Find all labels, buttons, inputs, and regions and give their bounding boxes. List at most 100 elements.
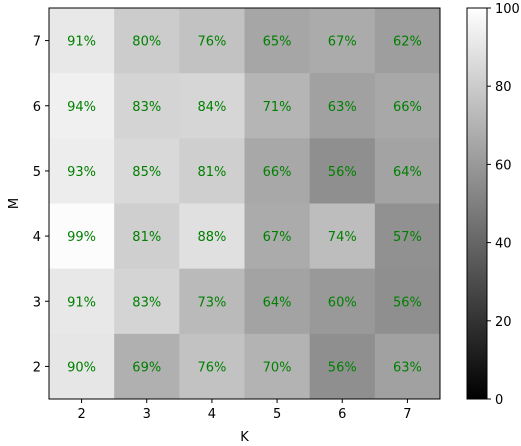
heatmap-cell xyxy=(49,333,115,400)
y-tick-label: 3 xyxy=(33,295,41,310)
cell-value-label: 74% xyxy=(328,230,357,245)
heatmap-cell xyxy=(49,73,115,139)
heatmap-cell xyxy=(244,333,311,400)
colorbar-tick-label: 0 xyxy=(495,393,503,408)
heatmap-cell xyxy=(49,8,115,74)
cell-value-label: 84% xyxy=(197,100,226,115)
heatmap-cell xyxy=(374,268,441,335)
cell-value-label: 67% xyxy=(263,230,292,245)
heatmap-cell xyxy=(244,8,311,74)
cell-value-label: 85% xyxy=(132,165,161,180)
cell-value-label: 76% xyxy=(197,360,226,375)
cell-value-label: 81% xyxy=(132,230,161,245)
y-axis-label: M xyxy=(7,198,22,209)
cell-value-label: 73% xyxy=(197,295,226,310)
x-axis-ticks: 2 3 4 5 6 7 xyxy=(77,399,412,422)
cell-value-label: 80% xyxy=(132,35,161,50)
heatmap-cell xyxy=(114,333,180,400)
plot-frame xyxy=(48,7,441,400)
cell-value-label: 64% xyxy=(263,295,292,310)
cell-value-label: 65% xyxy=(263,35,292,50)
heatmap-cell xyxy=(374,73,441,139)
cell-value-label: 63% xyxy=(393,360,422,375)
cell-value-label: 56% xyxy=(328,165,357,180)
cell-value-label: 91% xyxy=(67,295,96,310)
cell-value-label: 64% xyxy=(393,165,422,180)
x-tick-label: 5 xyxy=(273,407,281,422)
heatmap-cell xyxy=(179,73,245,139)
heatmap-cell xyxy=(374,333,441,400)
heatmap-cell xyxy=(179,268,245,335)
cell-value-label: 56% xyxy=(328,360,357,375)
heatmap-cell xyxy=(49,138,115,204)
cell-value-label: 60% xyxy=(328,295,357,310)
heatmap-cell xyxy=(179,333,245,400)
heatmap-cell xyxy=(179,203,245,270)
y-axis-ticks: 7 6 5 4 3 2 xyxy=(33,35,49,375)
cell-value-label: 99% xyxy=(67,230,96,245)
heatmap-cell xyxy=(309,268,376,335)
heatmap-cell xyxy=(374,8,441,74)
colorbar-tick-label: 100 xyxy=(495,2,520,17)
cell-value-label: 76% xyxy=(197,35,226,50)
cell-value-label: 83% xyxy=(132,295,161,310)
colorbar-tick-label: 20 xyxy=(495,315,512,330)
cell-value-label: 56% xyxy=(393,295,422,310)
y-tick-label: 2 xyxy=(33,360,41,375)
cell-value-label: 93% xyxy=(67,165,96,180)
heatmap-cells xyxy=(49,8,441,400)
x-tick-label: 7 xyxy=(403,407,411,422)
cell-value-label: 70% xyxy=(263,360,292,375)
colorbar-tick-label: 80 xyxy=(495,80,512,95)
cell-value-label: 57% xyxy=(393,230,422,245)
heatmap-cell xyxy=(309,8,376,74)
colorbar-ticks: 0 20 40 60 80 100 xyxy=(487,2,520,408)
heatmap-cell xyxy=(309,73,376,139)
x-tick-label: 2 xyxy=(77,407,85,422)
colorbar xyxy=(466,7,488,400)
heatmap-cell xyxy=(309,138,376,204)
cell-value-label: 94% xyxy=(67,100,96,115)
heatmap-cell xyxy=(49,203,115,270)
x-tick-label: 6 xyxy=(338,407,346,422)
heatmap-cell xyxy=(244,138,311,204)
heatmap-cell xyxy=(179,8,245,74)
cell-value-label: 66% xyxy=(263,165,292,180)
cell-labels: 91% 80% 76% 65% 67% 62% 94% 83% 84% 71% 63% 66% 93% 8… xyxy=(67,35,422,376)
x-tick-label: 3 xyxy=(143,407,151,422)
heatmap-cell xyxy=(114,73,180,139)
cell-value-label: 66% xyxy=(393,100,422,115)
heatmap-cell xyxy=(374,203,441,270)
cell-value-label: 67% xyxy=(328,35,357,50)
cell-value-label: 83% xyxy=(132,100,161,115)
heatmap-cell xyxy=(179,138,245,204)
colorbar-tick-label: 40 xyxy=(495,237,512,252)
cell-value-label: 81% xyxy=(197,165,226,180)
cell-value-label: 62% xyxy=(393,35,422,50)
heatmap-cell xyxy=(114,203,180,270)
cell-value-label: 90% xyxy=(67,360,96,375)
heatmap-cell xyxy=(244,73,311,139)
y-tick-label: 7 xyxy=(33,35,41,50)
cell-value-label: 69% xyxy=(132,360,161,375)
heatmap-cell xyxy=(114,8,180,74)
y-tick-label: 6 xyxy=(33,100,41,115)
heatmap-cell xyxy=(309,203,376,270)
heatmap-cell xyxy=(244,203,311,270)
cell-value-label: 91% xyxy=(67,35,96,50)
heatmap-cell xyxy=(244,268,311,335)
cell-value-label: 71% xyxy=(263,100,292,115)
y-tick-label: 4 xyxy=(33,230,41,245)
heatmap-cell xyxy=(114,138,180,204)
colorbar-tick-label: 60 xyxy=(495,158,512,173)
heatmap-cell xyxy=(114,268,180,335)
cell-value-label: 63% xyxy=(328,100,357,115)
x-tick-label: 4 xyxy=(208,407,216,422)
heatmap-cell xyxy=(374,138,441,204)
y-tick-label: 5 xyxy=(33,165,41,180)
heatmap-cell xyxy=(49,268,115,335)
cell-value-label: 88% xyxy=(197,230,226,245)
x-axis-label: K xyxy=(240,430,249,445)
heatmap-cell xyxy=(309,333,376,400)
